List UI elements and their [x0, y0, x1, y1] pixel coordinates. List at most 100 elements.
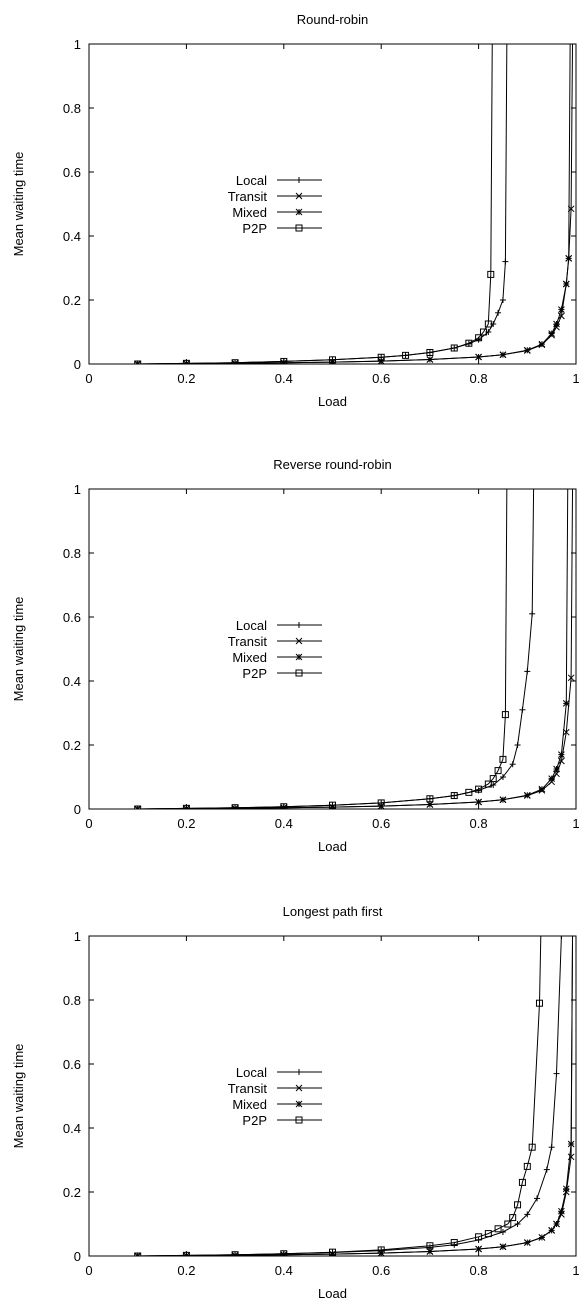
- legend-marker: [295, 1084, 303, 1092]
- x-tick-label: 1: [572, 1263, 579, 1278]
- legend-label: Local: [236, 618, 267, 633]
- data-point-d2: [523, 791, 531, 799]
- data-point: [523, 791, 531, 799]
- data-point: [426, 348, 434, 356]
- data-point-box: [182, 1251, 190, 1256]
- data-point: [553, 765, 560, 773]
- data-point-box: [231, 359, 239, 364]
- data-point-box: [329, 1248, 336, 1256]
- data-point-box: [134, 360, 142, 364]
- data-point: [426, 1242, 434, 1250]
- data-point: [548, 778, 556, 786]
- x-tick-label: 1: [572, 816, 579, 831]
- series-line: [137, 489, 574, 809]
- data-point: [475, 1233, 483, 1241]
- x-tick-label: 0.2: [177, 816, 195, 831]
- data-point-box: [475, 334, 483, 342]
- data-point-d2: [553, 323, 560, 331]
- data-point-box: [518, 1178, 526, 1186]
- y-tick-label: 0.6: [63, 610, 81, 625]
- data-point-box: [484, 780, 492, 788]
- data-point-d2: [377, 357, 385, 364]
- legend-marker: [295, 192, 303, 200]
- data-point: [494, 1225, 502, 1233]
- y-tick-label: 0.2: [63, 738, 81, 753]
- data-point: [377, 353, 385, 361]
- series-mixed: [134, 489, 570, 809]
- data-point-d2: [567, 674, 575, 682]
- data-point-d1: [134, 360, 139, 364]
- legend-marker-d2: [295, 653, 303, 661]
- data-point: [280, 803, 288, 809]
- y-axis-label: Mean waiting time: [11, 597, 26, 702]
- data-point: [426, 1248, 434, 1255]
- data-point: [182, 804, 190, 809]
- y-tick-label: 0.2: [63, 1185, 81, 1200]
- y-tick-label: 0.4: [63, 229, 81, 244]
- data-point: [567, 1140, 575, 1148]
- series-line: [137, 936, 574, 1256]
- series-line: [137, 936, 574, 1256]
- data-point-box: [528, 1143, 536, 1151]
- data-point-box: [479, 328, 487, 336]
- data-point: [548, 1227, 556, 1234]
- data-point-box: [329, 801, 336, 809]
- data-point-box: [329, 356, 336, 364]
- data-point-d2: [562, 1188, 570, 1196]
- data-point: [475, 353, 482, 361]
- data-point: [280, 1250, 288, 1256]
- data-point-d2: [558, 1207, 565, 1215]
- data-point: [562, 1188, 570, 1196]
- data-point-box: [134, 805, 142, 809]
- data-point: [182, 359, 190, 364]
- data-point-d2: [538, 1234, 546, 1241]
- data-point-d2: [553, 765, 560, 773]
- chart-title: Reverse round-robin: [273, 457, 392, 472]
- legend-marker: [295, 669, 303, 677]
- legend-marker: [295, 1100, 303, 1108]
- legend-label: Local: [236, 1065, 267, 1080]
- data-point-box: [504, 1220, 512, 1228]
- series-local: [134, 489, 536, 809]
- data-point: [528, 1143, 536, 1151]
- data-point-d2: [281, 804, 288, 809]
- data-point-d2: [136, 360, 142, 364]
- legend-marker: [295, 208, 303, 216]
- data-point: [538, 1234, 546, 1241]
- data-point: [134, 805, 142, 809]
- data-point: [548, 775, 556, 782]
- y-tick-label: 0.6: [63, 165, 81, 180]
- data-point: [502, 258, 509, 265]
- data-point: [501, 711, 509, 719]
- data-point-d2: [523, 1239, 531, 1246]
- data-point: [484, 320, 492, 328]
- data-point-d2: [538, 340, 546, 348]
- data-point-box: [377, 1246, 385, 1254]
- data-point: [231, 805, 239, 809]
- data-point-d1: [134, 1252, 139, 1256]
- legend-marker-d2: [295, 1100, 303, 1108]
- data-point-d2: [562, 1185, 570, 1193]
- legend-marker: [296, 177, 302, 183]
- x-tick-label: 0.4: [275, 816, 293, 831]
- data-point: [426, 356, 434, 363]
- data-point: [377, 1246, 385, 1254]
- data-point: [280, 1251, 288, 1256]
- x-tick-label: 0.6: [372, 816, 390, 831]
- data-point: [465, 339, 473, 347]
- legend-label: Local: [236, 173, 267, 188]
- data-point-d2: [562, 280, 570, 288]
- data-point: [475, 785, 483, 793]
- data-point-box: [426, 1242, 434, 1250]
- series-line: [137, 489, 535, 809]
- data-point: [489, 775, 497, 783]
- data-point: [134, 360, 142, 364]
- y-tick-label: 0.4: [63, 1121, 81, 1136]
- data-point: [329, 801, 336, 809]
- y-axis-label: Mean waiting time: [11, 152, 26, 257]
- legend-label: Mixed: [232, 650, 267, 665]
- y-tick-label: 0: [74, 1249, 81, 1264]
- legend-label: P2P: [242, 1113, 267, 1128]
- data-point: [524, 668, 531, 675]
- data-point: [535, 999, 543, 1007]
